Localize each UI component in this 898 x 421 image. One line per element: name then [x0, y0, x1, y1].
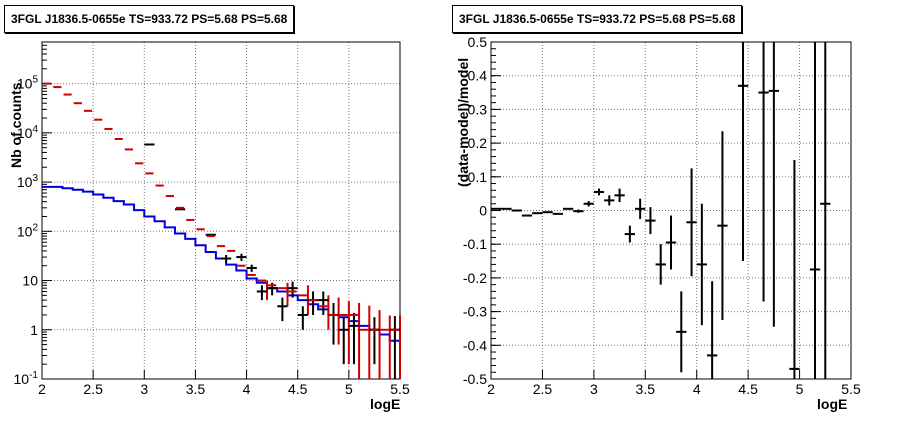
residuals-y-tick-label: -0.2 — [463, 270, 487, 286]
counts-y-tick-label: 10-1 — [14, 370, 39, 387]
residuals-y-tick-label: 0.1 — [468, 169, 488, 185]
counts-y-tick-label: 1 — [30, 322, 38, 338]
counts-plot-area — [42, 42, 400, 379]
counts-panel: 2 2.5 3 3.5 4 4.5 5 5.5 10-1 1 10 102 103 104 105 — [14, 41, 410, 397]
counts-y-tick-label: 102 — [17, 222, 39, 239]
residuals-y-tick-label: -0.1 — [463, 236, 487, 252]
residuals-y-tick-label: 0.4 — [468, 68, 488, 84]
residuals-x-axis-title: logE — [817, 396, 848, 412]
residuals-y-axis-title: (data-model)/model — [455, 57, 471, 187]
counts-x-tick-label: 4.5 — [288, 381, 308, 397]
counts-y-tick-label: 10 — [22, 273, 38, 289]
residuals-x-tick-label: 3.5 — [636, 381, 656, 397]
residuals-x-tick-label: 4 — [693, 381, 701, 397]
counts-x-tick-label: 5 — [345, 381, 353, 397]
residuals-x-tick-label: 4.5 — [738, 381, 758, 397]
residuals-y-tick-label: -0.4 — [463, 337, 487, 353]
counts-y-tick-label: 104 — [17, 124, 39, 141]
counts-x-tick-label: 3 — [140, 381, 148, 397]
residuals-x-tick-label: 5.5 — [841, 381, 861, 397]
residuals-y-tick-label: 0 — [479, 203, 487, 219]
counts-plot-title: 3FGL J1836.5-0655e TS=933.72 PS=5.68 PS=… — [4, 5, 295, 33]
residuals-x-tick-label: 5 — [796, 381, 804, 397]
counts-x-tick-label: 2 — [38, 381, 46, 397]
counts-x-tick-label: 4 — [243, 381, 251, 397]
counts-x-axis-title: logE — [370, 396, 401, 412]
residuals-x-tick-label: 2.5 — [533, 381, 553, 397]
counts-y-axis-title: Nb of counts — [8, 82, 24, 168]
residuals-y-tick-label: -0.3 — [463, 304, 487, 320]
residuals-panel: 2 2.5 3 3.5 4 4.5 5 5.5 -0.5 -0.4 -0.3 -0.2 -0.1 0 0.1… — [463, 34, 861, 397]
counts-x-tick-label: 2.5 — [83, 381, 103, 397]
counts-x-tick-label: 5.5 — [390, 381, 410, 397]
residuals-x-tick-label: 3 — [590, 381, 598, 397]
residuals-y-tick-label: 0.3 — [468, 101, 488, 117]
counts-frame — [41, 41, 401, 380]
residuals-y-tick-label: 0.2 — [468, 135, 488, 151]
counts-x-tick-label: 3.5 — [186, 381, 206, 397]
residuals-y-tick-label: -0.5 — [463, 371, 487, 387]
counts-y-tick-label: 105 — [17, 75, 39, 92]
residuals-x-tick-label: 2 — [487, 381, 495, 397]
residuals-y-tick-label: 0.5 — [468, 34, 488, 50]
counts-y-tick-label: 103 — [17, 173, 39, 190]
residuals-plot-title: 3FGL J1836.5-0655e TS=933.72 PS=5.68 PS=… — [452, 5, 743, 33]
